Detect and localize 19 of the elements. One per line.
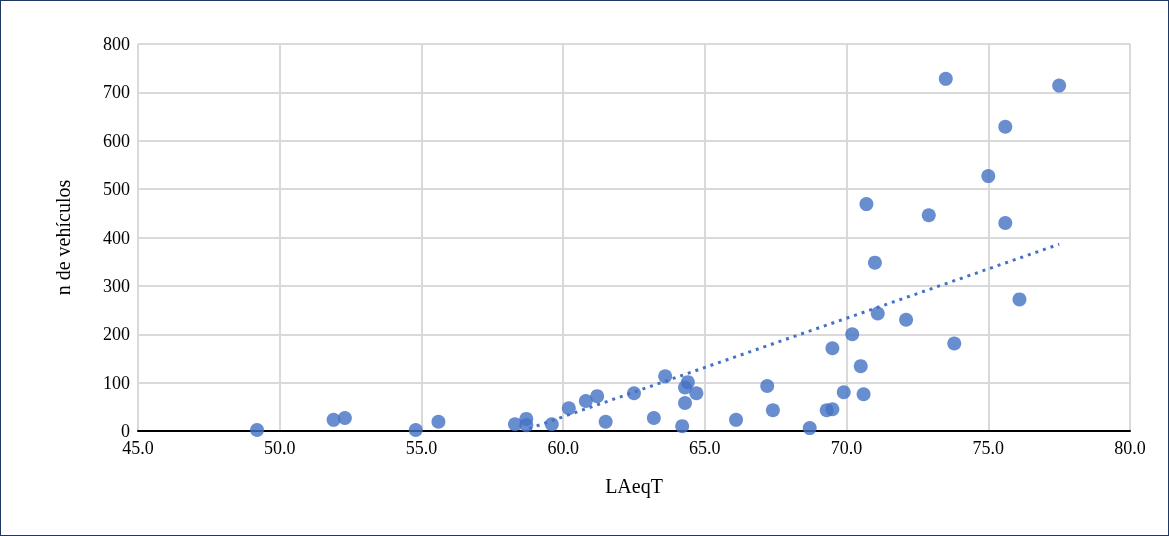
x-tick-label: 50.0 xyxy=(263,438,296,458)
y-tick-label: 300 xyxy=(103,275,130,296)
y-tick-label: 500 xyxy=(103,179,130,200)
y-tick-label: 100 xyxy=(103,372,130,393)
y-tick-label: 600 xyxy=(103,130,130,151)
y-tick-label: 400 xyxy=(103,227,130,248)
x-tick-label: 60.0 xyxy=(547,438,579,458)
x-axis-title: LAeqT xyxy=(605,475,663,498)
x-tick-label: 75.0 xyxy=(972,438,1005,458)
y-tick-label: 200 xyxy=(103,324,130,345)
x-tick-label: 55.0 xyxy=(405,438,438,458)
x-tick-label: 80.0 xyxy=(1114,438,1146,458)
x-tick-label: 70.0 xyxy=(830,438,863,458)
y-tick-label: 800 xyxy=(103,34,130,54)
x-tick-label: 65.0 xyxy=(689,438,721,458)
y-axis-title: n de vehículos xyxy=(52,179,74,296)
y-tick-label: 700 xyxy=(103,82,130,103)
x-tick-label: 45.0 xyxy=(122,438,154,458)
y-tick-label: 0 xyxy=(121,421,130,441)
